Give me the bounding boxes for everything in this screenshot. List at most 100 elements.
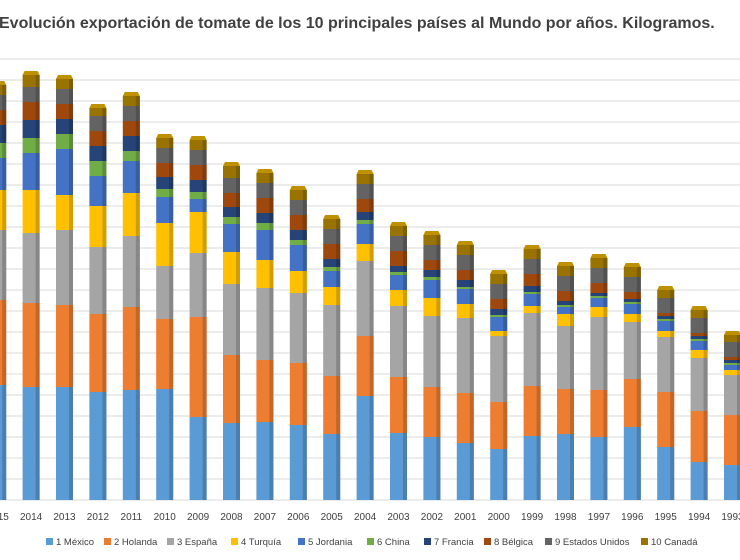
bar-segment-3 [122,236,140,307]
bar-segment-shade [135,390,140,500]
bar-segment-shade [69,119,73,134]
bar-segment-2 [56,305,73,387]
bar-segment-shade [302,293,307,363]
bar-segment-7 [523,286,541,292]
bar-segment-shade [670,298,675,313]
bar-segment-10 [122,96,140,106]
bar-segment-shade [737,365,740,370]
bar-segment-9 [156,148,174,163]
bar-segment-shade [536,286,541,292]
bar-segment-4 [56,195,73,230]
bar-segment-shade [135,307,140,390]
bar-segment-shade [202,212,207,253]
bar-segment-5 [590,298,608,307]
bar-segment-shade [570,314,574,326]
bar-segment-shade [202,417,207,500]
bar-segment-8 [223,193,240,207]
bar-cap [22,71,40,75]
bar-segment-5 [156,197,174,223]
bar-segment-shade [2,143,7,158]
bar-segment-8 [623,292,641,299]
bar-segment-7 [590,293,608,296]
bar-segment-shade [403,251,407,266]
bar-segment-shade [737,335,740,342]
bar-segment-shade [403,377,407,433]
bar-segment-shade [336,305,341,376]
x-tick-label: 2013 [53,512,76,523]
bar-segment-shade [369,336,374,396]
bar-segment-9 [323,229,341,244]
bar-stack-2011 [122,92,140,500]
bar-segment-8 [356,199,374,212]
bar-segment-3 [223,284,240,355]
bar-stack-1995 [657,286,675,500]
legend: 1 México 2 Holanda 3 España 4 Turquía 5 Jord… [46,537,698,548]
bar-segment-shade [302,271,307,293]
bar-segment-3 [490,336,508,402]
legend-label: 9 Estados Unidos [555,537,630,548]
bar-segment-shade [703,358,708,411]
bar-segment-shade [236,355,240,423]
bar-segment-6 [22,138,40,153]
bar-segment-shade [703,310,708,318]
x-tick-label: 2015 [0,512,9,523]
bar-segment-9 [690,318,708,333]
bar-segment-shade [469,289,474,304]
bar-segment-shade [603,258,608,268]
bar-segment-shade [269,223,274,230]
bar-segment-shade [35,153,40,190]
bar-segment-1 [423,437,441,500]
bar-segment-shade [169,177,174,189]
bar-segment-1 [623,427,641,500]
legend-item-9: 9 Estados Unidos [545,537,630,548]
bar-segment-8 [256,198,274,213]
bar-cap [456,241,474,245]
bar-segment-shade [336,219,341,229]
bar-segment-shade [636,427,641,500]
bar-segment-5 [690,341,708,350]
bar-segment-shade [202,192,207,199]
bar-segment-9 [189,150,207,165]
bar-segment-10 [223,166,240,178]
bar-segment-shade [737,342,740,357]
bar-segment-6 [590,296,608,298]
bar-segment-shade [570,434,574,500]
bar-segment-2 [289,363,307,425]
bar-segment-shade [236,284,240,355]
bar-segment-shade [369,212,374,220]
bar-segment-9 [490,284,508,299]
bar-segment-shade [737,357,740,360]
bar-segment-shade [102,314,107,392]
bar-segment-shade [436,260,441,270]
bar-segment-8 [189,165,207,180]
bar-segment-shade [169,266,174,319]
bar-segment-shade [35,138,40,153]
bar-segment-7 [456,280,474,287]
bar-cap [490,270,508,274]
bar-segment-9 [89,116,107,131]
x-tick-label: 2011 [121,512,143,523]
bar-segment-shade [670,337,675,392]
bar-segment-6 [456,287,474,289]
bar-segment-shade [102,247,107,314]
bar-segment-shade [69,305,73,387]
bar-segment-5 [89,176,107,206]
x-tick-label: 2000 [488,512,511,523]
bar-segment-shade [236,217,240,224]
bar-segment-shade [436,245,441,260]
bar-segment-1 [223,423,240,500]
bar-segment-shade [436,298,441,316]
bar-segment-7 [289,230,307,240]
bar-segment-shade [636,292,641,299]
bar-segment-shade [69,230,73,305]
bar-segment-6 [557,305,574,307]
bar-segment-3 [189,253,207,317]
bar-segment-shade [35,303,40,387]
bar-segment-shade [536,386,541,436]
bar-stack-2014 [22,71,40,500]
bar-segment-8 [89,131,107,146]
bar-segment-shade [536,313,541,386]
bar-segment-shade [536,249,541,259]
bar-segment-shade [737,415,740,465]
bar-segment-shade [2,230,7,300]
